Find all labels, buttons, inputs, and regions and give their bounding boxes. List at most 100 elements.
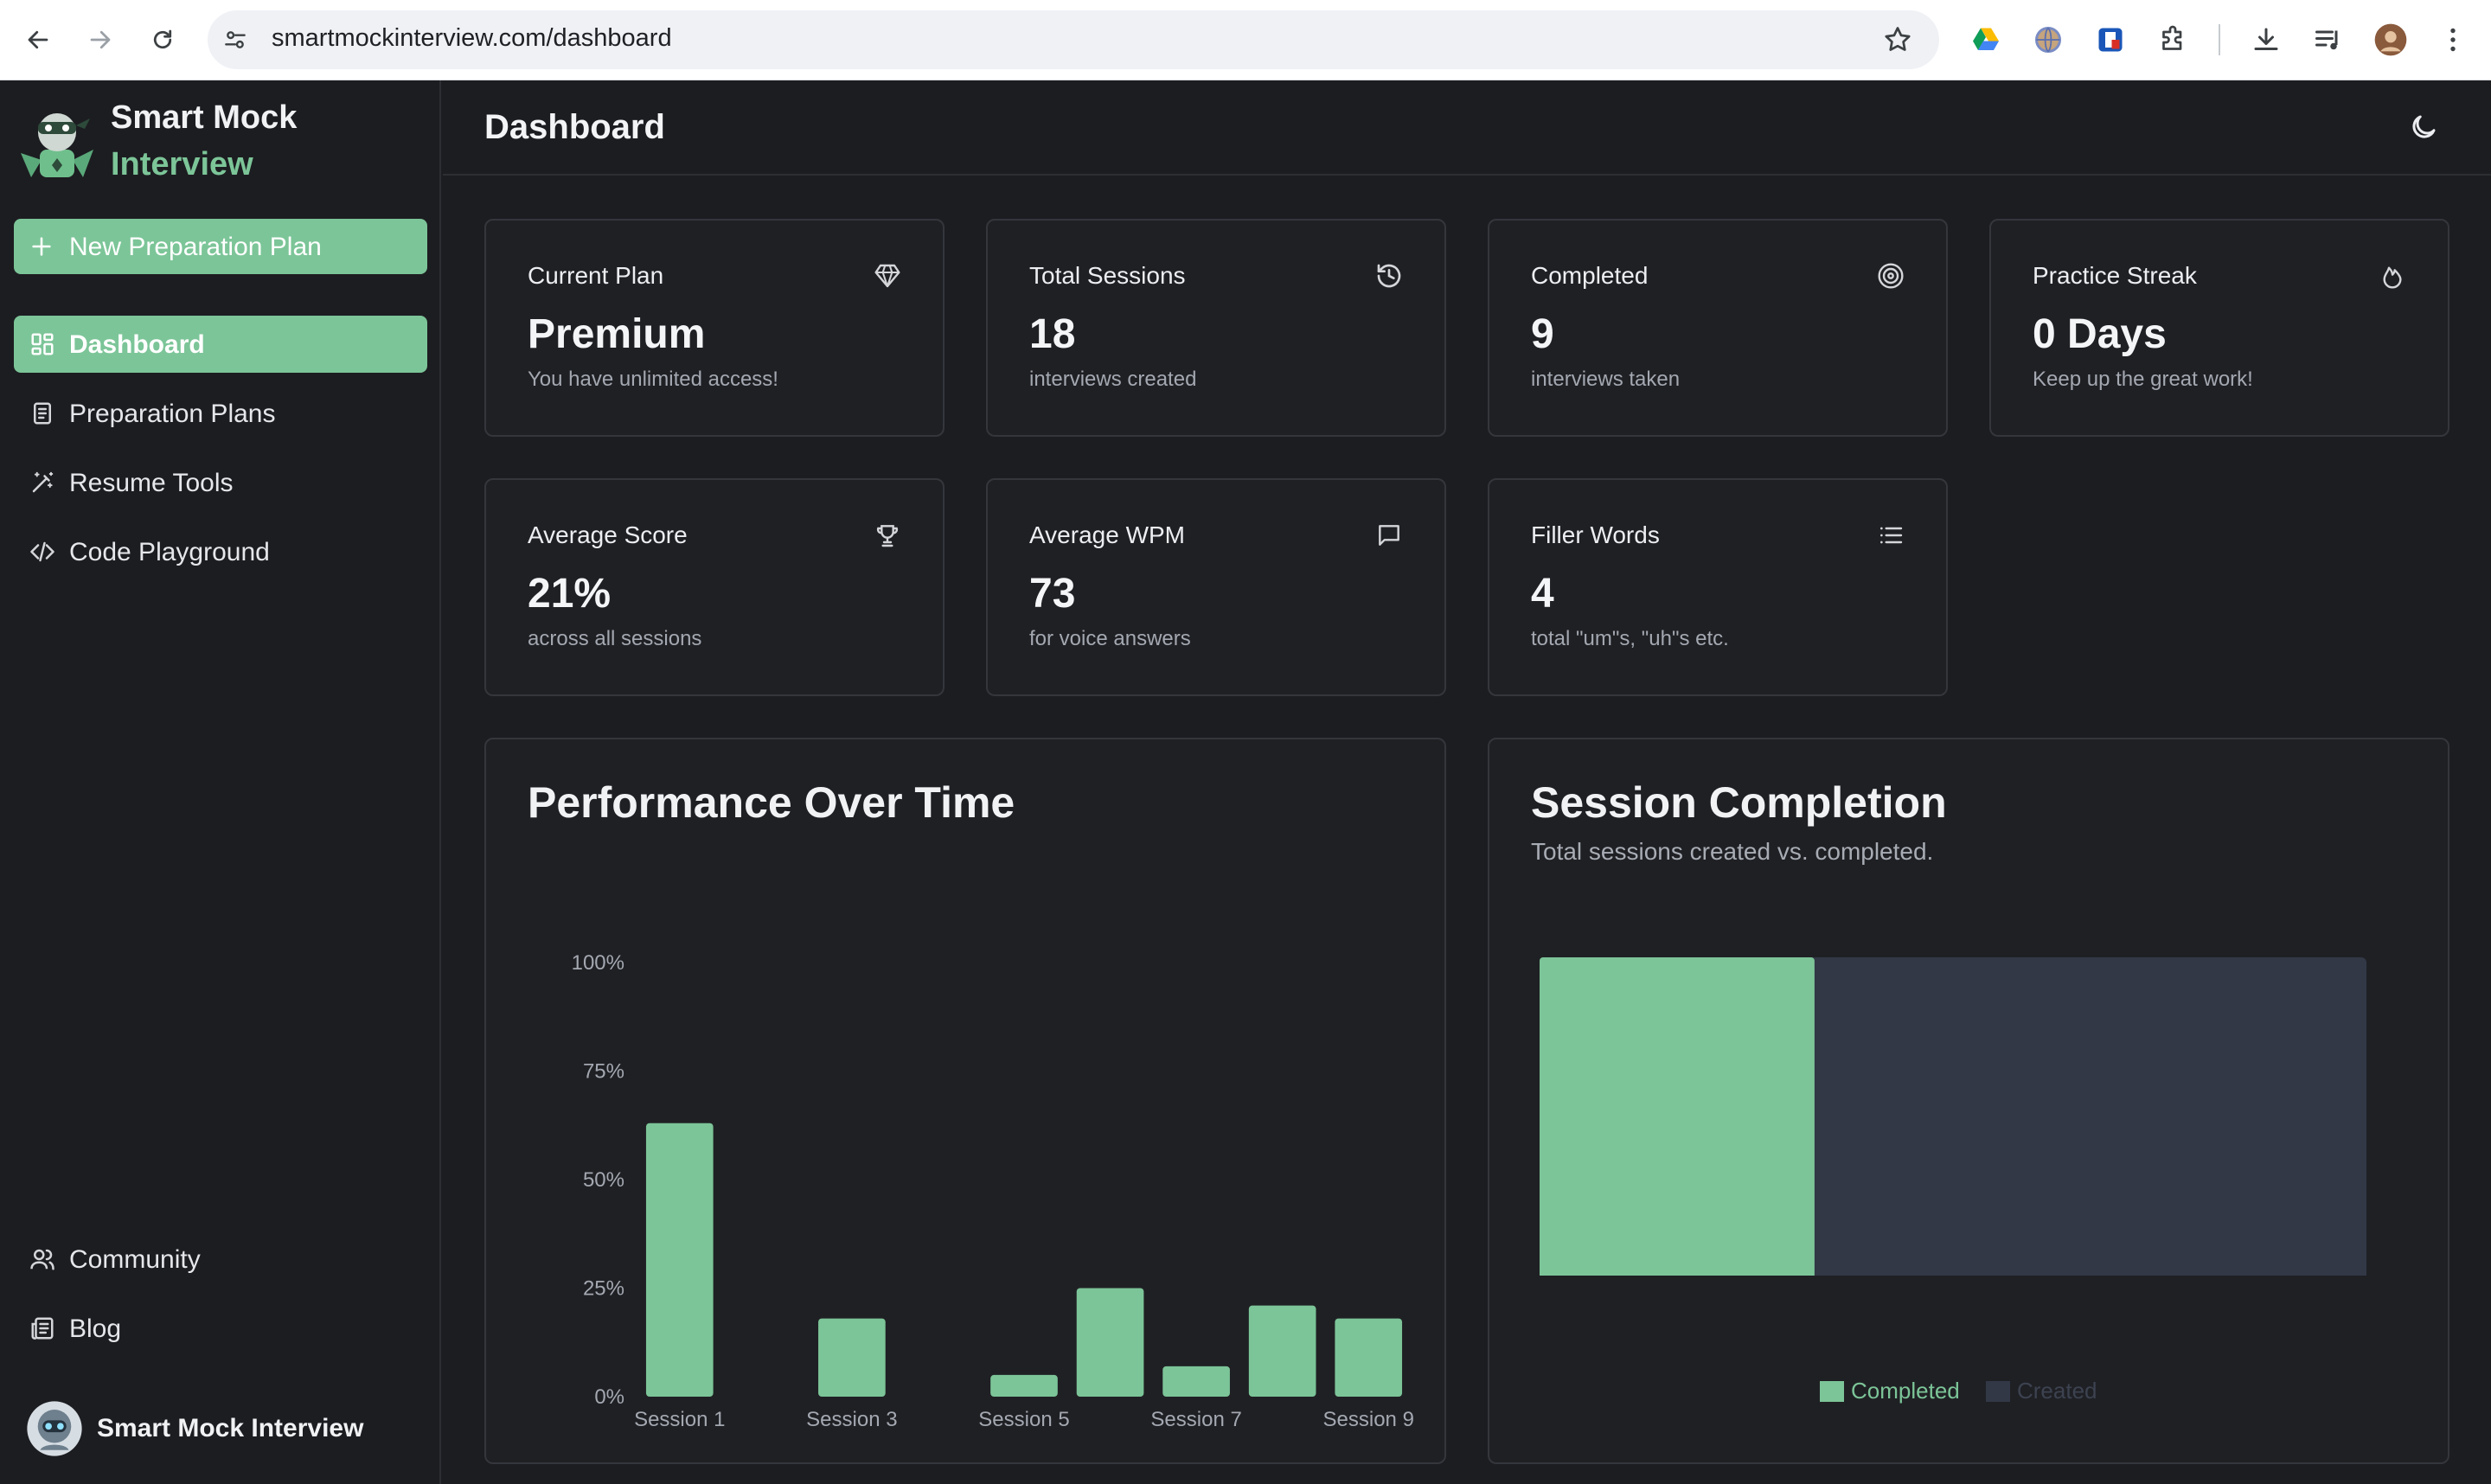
x-tick-label: Session 1 bbox=[634, 1408, 725, 1431]
bar-session-8[interactable] bbox=[1248, 1305, 1316, 1397]
sidebar: Smart Mock Interview New Preparation Pla… bbox=[0, 80, 441, 1484]
sidebar-item-label: Resume Tools bbox=[69, 469, 234, 497]
message-square-icon bbox=[1375, 521, 1403, 549]
y-tick-label: 25% bbox=[583, 1277, 624, 1301]
magic-wand-icon bbox=[29, 470, 55, 496]
users-icon bbox=[29, 1246, 55, 1272]
newspaper-icon bbox=[29, 1315, 55, 1341]
media-queue-icon[interactable] bbox=[2309, 21, 2347, 59]
legend-swatch-completed bbox=[1820, 1381, 1844, 1402]
stat-title: Filler Words bbox=[1531, 521, 1660, 548]
legend-label-completed[interactable]: Completed bbox=[1851, 1378, 1960, 1404]
grid-icon bbox=[29, 331, 55, 357]
page-title: Dashboard bbox=[484, 108, 665, 146]
y-tick-label: 0% bbox=[594, 1385, 624, 1409]
moon-icon[interactable] bbox=[2408, 112, 2439, 143]
bar-session-1[interactable] bbox=[645, 1123, 714, 1397]
extension-globe-icon[interactable] bbox=[2029, 21, 2067, 59]
stat-title: Practice Streak bbox=[2033, 262, 2197, 289]
stat-card-average-wpm: Average WPM 73 for voice answers bbox=[986, 478, 1446, 696]
stat-value: Premium bbox=[528, 311, 706, 357]
sidebar-item-label: Community bbox=[69, 1245, 201, 1274]
x-tick-label: Session 7 bbox=[1150, 1408, 1241, 1431]
bookmark-star-icon[interactable] bbox=[1882, 24, 1913, 55]
forward-icon[interactable] bbox=[80, 19, 121, 61]
browser-toolbar: smartmockinterview.com/dashboard bbox=[0, 0, 2491, 80]
y-tick-label: 75% bbox=[583, 1060, 624, 1084]
brand-name-line2[interactable]: Interview bbox=[111, 146, 253, 182]
session-completion-panel: Session Completion Total sessions create… bbox=[1488, 738, 2449, 1464]
stat-title: Total Sessions bbox=[1029, 262, 1186, 289]
sidebar-item-community[interactable]: Community bbox=[14, 1231, 427, 1288]
new-preparation-plan-button[interactable]: New Preparation Plan bbox=[14, 219, 427, 274]
extensions-puzzle-icon[interactable] bbox=[2154, 21, 2192, 59]
user-name[interactable]: Smart Mock Interview bbox=[97, 1414, 364, 1442]
stat-sub: interviews taken bbox=[1531, 368, 1681, 391]
plus-icon bbox=[29, 234, 54, 259]
stat-sub: Keep up the great work! bbox=[2033, 368, 2253, 391]
notebook-icon bbox=[29, 400, 55, 426]
x-tick-label: Session 9 bbox=[1323, 1408, 1414, 1431]
trophy-icon bbox=[874, 521, 901, 549]
stat-card-average-score: Average Score 21% across all sessions bbox=[484, 478, 945, 696]
stat-title: Current Plan bbox=[528, 262, 664, 289]
mascot-logo[interactable] bbox=[14, 101, 100, 182]
back-icon[interactable] bbox=[17, 19, 59, 61]
sidebar-item-blog[interactable]: Blog bbox=[14, 1300, 427, 1357]
stat-value: 4 bbox=[1531, 571, 1554, 617]
stat-title: Completed bbox=[1531, 262, 1649, 289]
performance-over-time-panel: Performance Over Time 0% 25% 50% 75% 100% Ses… bbox=[484, 738, 1446, 1464]
site-settings-icon[interactable] bbox=[221, 26, 249, 54]
sidebar-item-code-playground[interactable]: Code Playground bbox=[14, 523, 427, 580]
stat-sub: interviews created bbox=[1029, 368, 1197, 391]
main-content: Dashboard Current Plan Premium You have … bbox=[443, 80, 2491, 1484]
sidebar-item-dashboard[interactable]: Dashboard bbox=[14, 316, 427, 373]
stat-sub: You have unlimited access! bbox=[528, 368, 778, 391]
stat-card-completed: Completed 9 interviews taken bbox=[1488, 219, 1948, 437]
history-icon bbox=[1375, 262, 1403, 290]
session-completion-subtitle: Total sessions created vs. completed. bbox=[1531, 838, 1934, 865]
bar-session-9[interactable] bbox=[1335, 1318, 1403, 1397]
sidebar-item-label: Blog bbox=[69, 1314, 122, 1343]
list-icon bbox=[1877, 521, 1905, 549]
stat-value: 21% bbox=[528, 571, 612, 617]
sidebar-item-resume-tools[interactable]: Resume Tools bbox=[14, 454, 427, 511]
bar-session-6[interactable] bbox=[1076, 1288, 1144, 1398]
bar-session-5[interactable] bbox=[990, 1374, 1058, 1397]
stat-value: 0 Days bbox=[2033, 311, 2167, 357]
stat-value: 18 bbox=[1029, 311, 1076, 357]
target-icon bbox=[1877, 262, 1905, 290]
y-tick-label: 50% bbox=[583, 1168, 624, 1192]
bar-completed[interactable] bbox=[1540, 957, 1815, 1276]
code-icon bbox=[29, 539, 55, 565]
avatar[interactable] bbox=[26, 1400, 83, 1457]
extension-lock-icon[interactable] bbox=[2091, 21, 2129, 59]
bar-session-3[interactable] bbox=[818, 1318, 886, 1397]
drive-icon[interactable] bbox=[1967, 21, 2005, 59]
profile-avatar-icon[interactable] bbox=[2372, 21, 2410, 59]
legend-label-created[interactable]: Created bbox=[2017, 1378, 2097, 1404]
page-header: Dashboard bbox=[443, 80, 2491, 176]
x-tick-label: Session 5 bbox=[978, 1408, 1069, 1431]
stat-card-filler-words: Filler Words 4 total "um"s, "uh"s etc. bbox=[1488, 478, 1948, 696]
brand-name-line1[interactable]: Smart Mock bbox=[111, 99, 298, 136]
sidebar-item-label: Code Playground bbox=[69, 538, 270, 566]
sidebar-item-preparation-plans[interactable]: Preparation Plans bbox=[14, 385, 427, 442]
performance-bar-chart: 0% 25% 50% 75% 100% Session 1 Session 3 Session… bbox=[572, 951, 1414, 1431]
stat-sub: for voice answers bbox=[1029, 627, 1191, 650]
legend-swatch-created bbox=[1986, 1381, 2010, 1402]
stat-card-current-plan: Current Plan Premium You have unlimited … bbox=[484, 219, 945, 437]
url-text[interactable]: smartmockinterview.com/dashboard bbox=[272, 24, 672, 52]
stat-title: Average WPM bbox=[1029, 521, 1185, 548]
reload-icon[interactable] bbox=[142, 19, 183, 61]
download-icon[interactable] bbox=[2247, 21, 2285, 59]
address-bar[interactable] bbox=[208, 10, 1939, 69]
stat-value: 73 bbox=[1029, 571, 1076, 617]
x-tick-label: Session 3 bbox=[806, 1408, 897, 1431]
y-tick-label: 100% bbox=[572, 951, 624, 975]
stat-value: 9 bbox=[1531, 311, 1554, 357]
new-plan-label: New Preparation Plan bbox=[69, 233, 322, 261]
stat-title: Average Score bbox=[528, 521, 688, 548]
kebab-menu-icon[interactable] bbox=[2434, 21, 2472, 59]
bar-session-7[interactable] bbox=[1162, 1366, 1230, 1397]
